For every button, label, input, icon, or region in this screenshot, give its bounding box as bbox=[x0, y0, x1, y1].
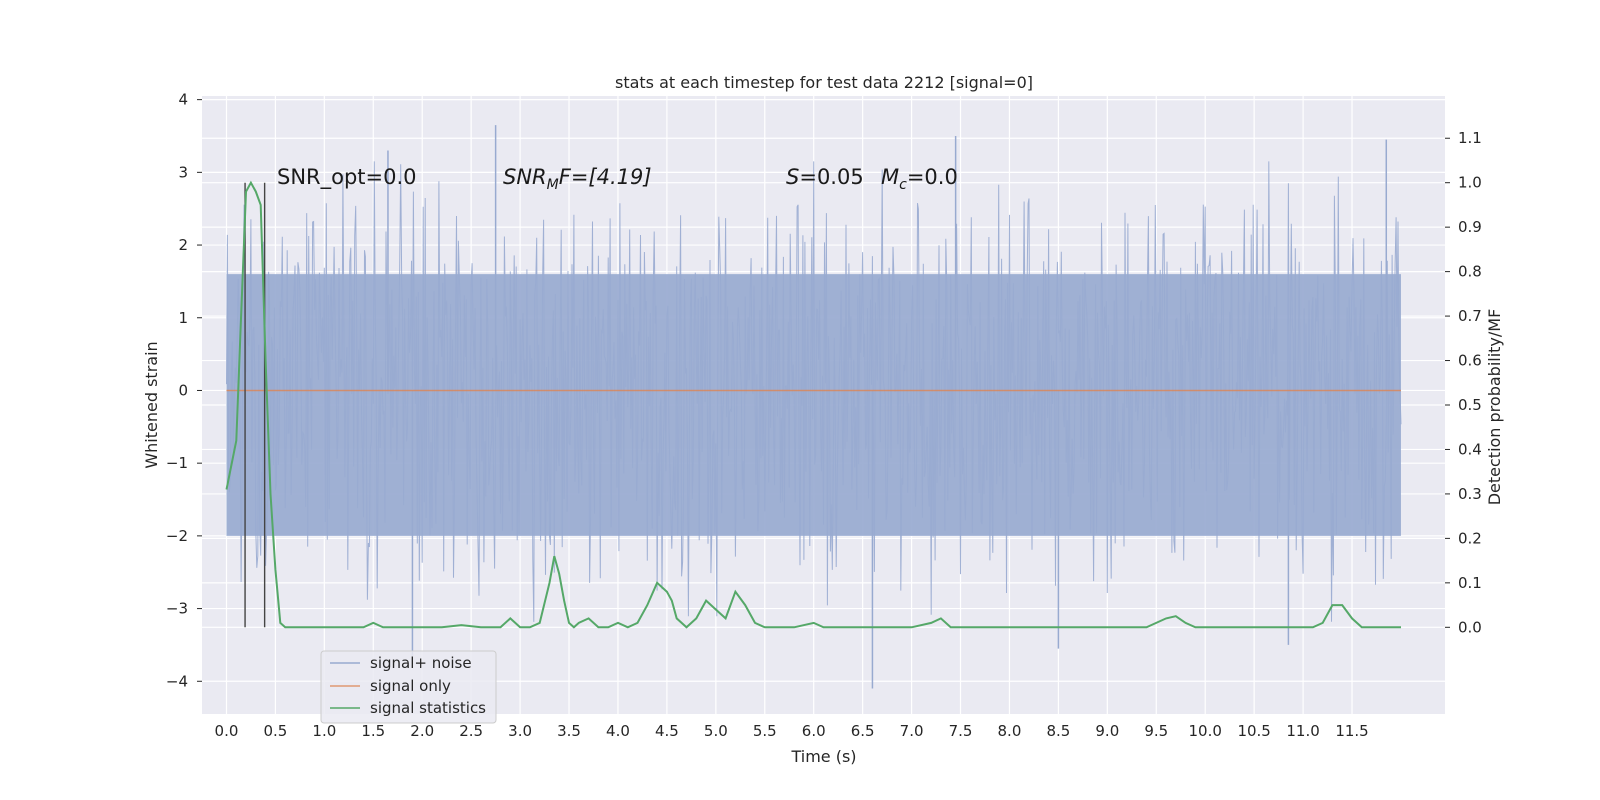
legend: signal+ noise signal only signal statist… bbox=[320, 650, 497, 724]
x-tick-labels: 0.0 0.5 1.0 1.5 2.0 2.5 3.0 3.5 4.0 4.5 5.0 5.5 6.0 6… bbox=[215, 722, 1369, 740]
y-tick-label: −4 bbox=[166, 672, 188, 690]
legend-label-noise: signal+ noise bbox=[370, 654, 472, 672]
x-tick-label: 9.0 bbox=[1095, 722, 1119, 740]
y-axis-label: Whitened strain bbox=[142, 341, 161, 468]
x-tick-label: 2.5 bbox=[459, 722, 483, 740]
y2-tick-label: 0.7 bbox=[1458, 307, 1482, 325]
noise-core-band bbox=[226, 274, 1401, 536]
x-tick-label: 1.5 bbox=[361, 722, 385, 740]
noise-trace bbox=[226, 161, 1402, 622]
chart-title: stats at each timestep for test data 221… bbox=[615, 73, 1033, 92]
y2-tick-label: 0.9 bbox=[1458, 218, 1482, 236]
y2-tick-label: 0.6 bbox=[1458, 352, 1482, 370]
y-tick-label: 1 bbox=[178, 309, 188, 327]
y2-tick-label: 0.4 bbox=[1458, 440, 1482, 458]
legend-label-statistics: signal statistics bbox=[370, 699, 486, 717]
annotation-s: S=0.05 bbox=[786, 165, 864, 189]
x-tick-label: 11.5 bbox=[1335, 722, 1368, 740]
mc-value: =0.0 bbox=[907, 165, 958, 189]
y2-tick-label: 0.3 bbox=[1458, 485, 1482, 503]
signal-statistics-line bbox=[225, 180, 1401, 629]
x-axis-label: Time (s) bbox=[790, 747, 856, 766]
x-tick-label: 7.5 bbox=[949, 722, 973, 740]
x-tick-label: 0.5 bbox=[263, 722, 287, 740]
x-tick-label: 5.5 bbox=[753, 722, 777, 740]
y-tick-label: 3 bbox=[178, 163, 188, 181]
x-tick-label: 2.0 bbox=[410, 722, 434, 740]
x-tick-label: 1.0 bbox=[312, 722, 336, 740]
x-tick-label: 11.0 bbox=[1286, 722, 1319, 740]
y-tick-label: −2 bbox=[166, 527, 188, 545]
mc-subscript: c bbox=[899, 177, 907, 193]
annotation-snr-mf: SNRMF=[4.19] bbox=[503, 165, 652, 193]
y2-tick-label: 0.8 bbox=[1458, 263, 1482, 281]
y2-tick-label: 0.1 bbox=[1458, 574, 1482, 592]
snr-mf-value: F=[4.19] bbox=[559, 165, 652, 189]
y-tick-label: −3 bbox=[166, 600, 188, 618]
x-tick-label: 3.0 bbox=[508, 722, 532, 740]
y-tick-label: −1 bbox=[166, 454, 188, 472]
x-tick-label: 6.0 bbox=[802, 722, 826, 740]
mc-name: M bbox=[881, 165, 899, 189]
signal-noise-series bbox=[226, 125, 1402, 689]
x-tick-label: 6.5 bbox=[851, 722, 875, 740]
x-tick-label: 9.5 bbox=[1144, 722, 1168, 740]
legend-label-signal: signal only bbox=[370, 677, 451, 695]
x-tick-label: 0.0 bbox=[215, 722, 239, 740]
legend-box bbox=[320, 650, 497, 724]
y-tick-label: 4 bbox=[178, 91, 188, 109]
snr-mf-subscript: M bbox=[547, 177, 559, 193]
x-tick-label: 10.5 bbox=[1237, 722, 1270, 740]
y-tick-label: 0 bbox=[178, 381, 188, 399]
y2-tick-label: 1.0 bbox=[1458, 174, 1482, 192]
x-tick-label: 7.0 bbox=[900, 722, 924, 740]
x-tick-label: 8.5 bbox=[1046, 722, 1070, 740]
x-tick-label: 4.0 bbox=[606, 722, 630, 740]
x-tick-label: 8.0 bbox=[998, 722, 1022, 740]
y2-axis-label: Detection probability/MF bbox=[1485, 309, 1504, 506]
x-tick-label: 3.5 bbox=[557, 722, 581, 740]
annotation-snr-opt: SNR_opt=0.0 bbox=[277, 165, 417, 190]
x-tick-label: 10.0 bbox=[1189, 722, 1222, 740]
x-tick-label: 4.5 bbox=[655, 722, 679, 740]
y-tick-labels: 4 3 2 1 0 −1 −2 −3 −4 bbox=[166, 91, 202, 690]
marker-lines bbox=[244, 182, 266, 628]
y2-tick-labels: 1.1 1.0 0.9 0.8 0.7 0.6 0.5 0.4 0.3 0.2 0.1 0.0 bbox=[1445, 129, 1482, 636]
y2-tick-label: 0.5 bbox=[1458, 396, 1482, 414]
annotation-mc: Mc=0.0 bbox=[881, 165, 958, 193]
y2-tick-label: 0.0 bbox=[1458, 618, 1482, 636]
s-name: S bbox=[786, 165, 799, 189]
y2-tick-label: 1.1 bbox=[1458, 129, 1482, 147]
snr-mf-name: SNR bbox=[503, 165, 547, 189]
y2-tick-label: 0.2 bbox=[1458, 529, 1482, 547]
s-value: =0.05 bbox=[799, 165, 863, 189]
x-tick-label: 5.0 bbox=[704, 722, 728, 740]
y-tick-label: 2 bbox=[178, 236, 188, 254]
